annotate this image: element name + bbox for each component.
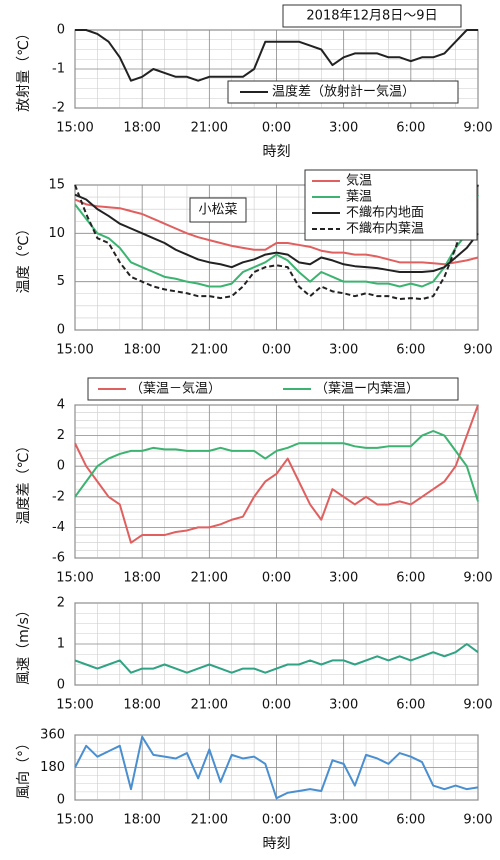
y-tick-label: 15 [48, 178, 65, 193]
data-line [74, 735, 479, 800]
x-tick-label: 9:00 [463, 698, 492, 713]
y-axis-label: 風向（°） [16, 736, 32, 799]
y-axis-label: 風速（m/s） [16, 603, 32, 685]
x-tick-label: 0:00 [262, 571, 291, 586]
x-tick-label: 21:00 [191, 813, 228, 828]
y-tick-label: 2 [57, 428, 65, 443]
x-tick-label: 21:00 [191, 343, 228, 358]
y-tick-label: -6 [52, 551, 65, 566]
legend-label: 不織布内葉温 [346, 221, 424, 237]
x-tick-label: 18:00 [123, 121, 160, 136]
legend-label: 気温 [346, 173, 372, 189]
x-tick-label: 3:00 [329, 698, 358, 713]
y-tick-label: 0 [57, 23, 65, 38]
x-tick-label: 18:00 [123, 571, 160, 586]
legend-box [87, 377, 459, 401]
y-axis-label: 温度（℃） [16, 222, 32, 294]
data-line [75, 29, 478, 82]
x-tick-label: 6:00 [396, 571, 425, 586]
legend-label: 温度差（放射計ー気温） [272, 84, 415, 100]
x-axis-label: 時刻 [263, 144, 291, 160]
x-axis-label: 時刻 [263, 836, 291, 852]
x-tick-label: 0:00 [262, 813, 291, 828]
x-tick-label: 6:00 [396, 698, 425, 713]
y-tick-label: 1 [57, 637, 65, 652]
y-tick-label: -2 [52, 489, 65, 504]
x-tick-label: 6:00 [396, 813, 425, 828]
y-tick-label: 5 [57, 274, 65, 289]
data-line [74, 193, 479, 273]
x-tick-label: 18:00 [123, 698, 160, 713]
annotation-box [189, 197, 247, 223]
data-line [74, 430, 479, 502]
data-line [74, 198, 479, 266]
x-tick-label: 21:00 [191, 571, 228, 586]
x-tick-label: 21:00 [191, 121, 228, 136]
x-tick-label: 3:00 [329, 121, 358, 136]
legend-box [227, 80, 459, 104]
x-tick-label: 6:00 [396, 343, 425, 358]
y-tick-label: 0 [57, 793, 65, 808]
x-tick-label: 21:00 [191, 698, 228, 713]
legend-label: （葉温－気温） [130, 381, 221, 397]
x-tick-label: 15:00 [56, 698, 93, 713]
y-axis-label: 温度差（℃） [16, 439, 32, 525]
x-tick-label: 9:00 [463, 343, 492, 358]
x-tick-label: 3:00 [329, 571, 358, 586]
data-line [74, 184, 479, 301]
y-tick-label: 180 [40, 760, 65, 775]
data-line [74, 404, 479, 544]
data-line [74, 194, 479, 288]
x-tick-label: 0:00 [262, 121, 291, 136]
x-tick-label: 15:00 [56, 121, 93, 136]
x-tick-label: 15:00 [56, 343, 93, 358]
y-tick-label: 0 [57, 323, 65, 338]
x-tick-label: 15:00 [56, 813, 93, 828]
legend-label: 葉温 [346, 190, 372, 205]
legend-label: （葉温ー内葉温） [315, 381, 419, 397]
y-tick-label: 360 [40, 728, 65, 743]
y-tick-label: -1 [52, 62, 65, 77]
y-tick-label: 10 [48, 226, 65, 241]
legend-label: 不織布内地面 [346, 205, 424, 221]
data-line [74, 643, 479, 674]
x-tick-label: 0:00 [262, 343, 291, 358]
y-tick-label: 2 [57, 596, 65, 611]
y-axis-label: 放射量（℃） [16, 26, 32, 112]
x-tick-label: 9:00 [463, 121, 492, 136]
y-tick-label: 0 [57, 678, 65, 693]
y-tick-label: -4 [52, 520, 65, 535]
chart-title: 2018年12月8日～9日 [306, 9, 437, 24]
x-tick-label: 3:00 [329, 813, 358, 828]
y-tick-label: 0 [57, 459, 65, 474]
x-tick-label: 9:00 [463, 813, 492, 828]
x-tick-label: 9:00 [463, 571, 492, 586]
x-tick-label: 18:00 [123, 813, 160, 828]
x-tick-label: 18:00 [123, 343, 160, 358]
y-tick-label: -2 [52, 101, 65, 116]
x-tick-label: 3:00 [329, 343, 358, 358]
title-box [282, 4, 462, 28]
x-tick-label: 0:00 [262, 698, 291, 713]
y-tick-label: 4 [57, 398, 65, 413]
annotation: 小松菜 [198, 203, 237, 218]
x-tick-label: 6:00 [396, 121, 425, 136]
x-tick-label: 15:00 [56, 571, 93, 586]
